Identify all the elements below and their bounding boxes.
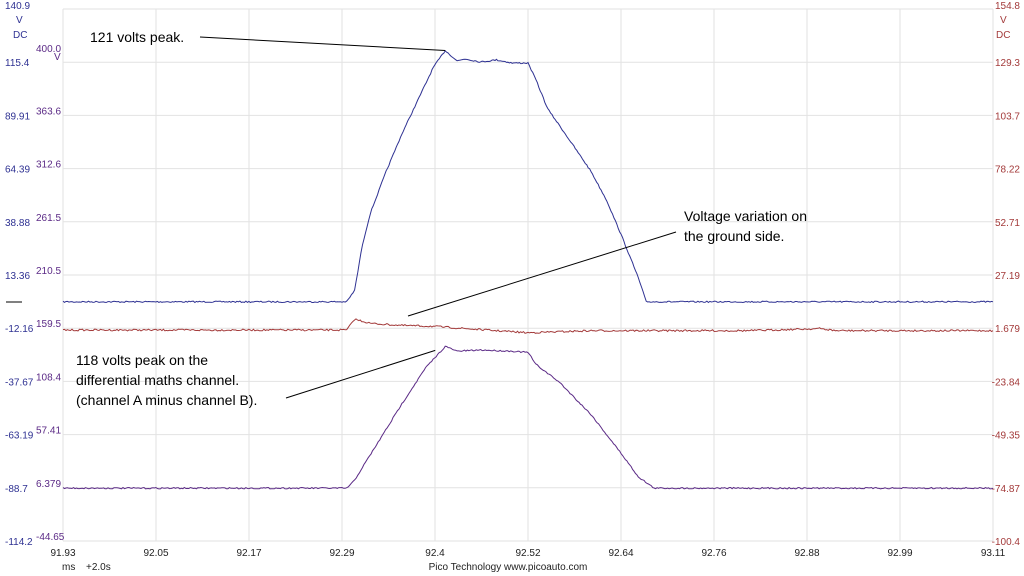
tick-label-a: -114.2 (5, 537, 33, 548)
tick-label-math: 363.6 (36, 106, 61, 117)
tick-label-b: 52.71 (995, 218, 1020, 229)
tick-label-math: 261.5 (36, 213, 61, 224)
tick-label-math: 6.379 (36, 479, 61, 490)
trace-1 (62, 318, 994, 334)
tick-label-math: 312.6 (36, 160, 61, 171)
plot-grid (62, 8, 994, 542)
axis-channel-b: V DC 154.8 129.3 103.7 78.22 52.71 27.19 1.679… (992, 1, 1021, 548)
annotation-leader (285, 349, 436, 399)
tick-label-b: 154.8 (995, 1, 1020, 12)
tick-label-math: 159.5 (36, 319, 61, 330)
axis-b-unit: V (1000, 15, 1007, 26)
axis-a-coupling: DC (13, 30, 27, 41)
footer-brand: Pico Technology www.picoauto.com (429, 562, 588, 573)
tick-label-a: -12.16 (5, 324, 34, 335)
tick-label-a: -88.7 (5, 484, 28, 495)
trace-0 (62, 50, 994, 304)
tick-label-b: -74.87 (992, 484, 1021, 495)
annotation-leader (199, 36, 446, 51)
tick-label-math: -44.65 (36, 532, 65, 543)
trace-2 (62, 345, 994, 490)
tick-label-time: 92.17 (236, 548, 261, 559)
axis-channel-a: V DC 140.9 115.4 89.91 64.39 38.88 13.36 -12.1… (5, 1, 34, 548)
tick-label-time: 92.64 (608, 548, 633, 559)
tick-label-b: 27.19 (995, 271, 1020, 282)
tick-label-b: -23.84 (992, 377, 1021, 388)
tick-label-a: 140.9 (5, 1, 30, 12)
axis-b-coupling: DC (996, 30, 1010, 41)
tick-label-b: 103.7 (995, 111, 1020, 122)
tick-label-time: 92.05 (143, 548, 168, 559)
tick-label-b: 78.22 (995, 165, 1020, 176)
tick-label-b: -100.4 (992, 537, 1021, 548)
axis-time: 91.93 92.05 92.17 92.29 92.4 92.52 92.64 92.76 9… (50, 548, 1005, 559)
tick-label-time: 92.88 (794, 548, 819, 559)
tick-label-a: 38.88 (5, 218, 30, 229)
annotation-leader (407, 231, 677, 317)
tick-label-a: 115.4 (5, 58, 30, 69)
tick-label-a: -37.67 (5, 377, 34, 388)
tick-label-time: 91.93 (50, 548, 75, 559)
tick-label-math: 108.4 (36, 372, 61, 383)
tick-label-time: 92.52 (515, 548, 540, 559)
traces (62, 50, 994, 490)
tick-label-a: 89.91 (5, 111, 30, 122)
tick-label-time: 92.29 (329, 548, 354, 559)
tick-label-a: -63.19 (5, 431, 34, 442)
annotation-ground-line1: Voltage variation on (684, 208, 807, 224)
annotation-math-line3: (channel A minus channel B). (76, 392, 257, 408)
tick-label-time: 92.99 (887, 548, 912, 559)
annotation-a-peak: 121 volts peak. (90, 29, 184, 45)
annotation-math-line2: differential maths channel. (76, 372, 239, 388)
annotation-ground-line2: the ground side. (684, 228, 784, 244)
tick-label-time: 93.11 (981, 548, 1006, 559)
tick-label-b: 1.679 (995, 324, 1020, 335)
tick-label-time: 92.76 (701, 548, 726, 559)
tick-label-math: 210.5 (36, 266, 61, 277)
annotations: 121 volts peak. Voltage variation on the g… (76, 29, 807, 408)
tick-label-time: 92.4 (425, 548, 445, 559)
tick-label-math: 400.0 (36, 44, 61, 55)
axis-math-unit: V (54, 52, 61, 63)
tick-label-b: 129.3 (995, 58, 1020, 69)
axis-math-channel: V 400.0 363.6 312.6 261.5 210.5 159.5 108.4 57.… (36, 44, 65, 543)
annotation-math-line1: 118 volts peak on the (76, 352, 208, 368)
time-unit-label: ms (62, 562, 75, 573)
tick-label-a: 13.36 (5, 271, 30, 282)
tick-label-math: 57.41 (36, 426, 61, 437)
axis-a-unit: V (16, 15, 23, 26)
time-offset-label: +2.0s (86, 562, 111, 573)
tick-label-a: 64.39 (5, 165, 30, 176)
tick-label-b: -49.35 (992, 431, 1021, 442)
